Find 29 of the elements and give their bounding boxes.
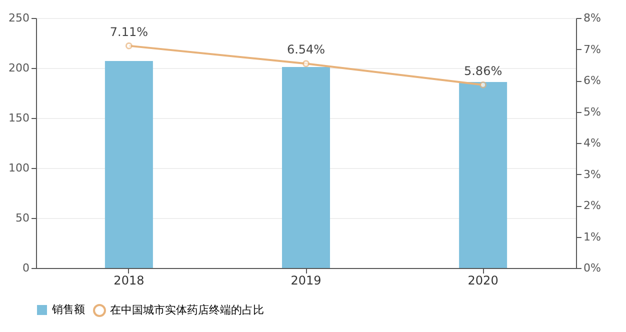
x-tick-label: 2018 bbox=[114, 274, 144, 288]
y2-tick-label: 8% bbox=[584, 12, 601, 24]
y2-tick-label: 0% bbox=[584, 262, 601, 274]
legend-label: 在中国城市实体药店终端的占比 bbox=[110, 304, 264, 316]
point bbox=[125, 42, 132, 50]
y-tick-label: 250 bbox=[8, 12, 30, 24]
y-tick-label: 100 bbox=[8, 162, 30, 174]
bar bbox=[459, 82, 508, 268]
x-tick-label: 2020 bbox=[468, 274, 498, 288]
y-tick-label: 200 bbox=[8, 62, 30, 74]
point bbox=[480, 81, 487, 88]
data-label: 6.54% bbox=[286, 42, 326, 57]
y2-tick-label: 3% bbox=[584, 168, 601, 181]
y2-tick-label: 1% bbox=[584, 230, 601, 244]
legend-label: 销售额 bbox=[51, 303, 85, 316]
y2-tick-label: 6% bbox=[584, 74, 601, 87]
y2-tick-label: 5% bbox=[584, 105, 601, 118]
y2-tick-label: 4% bbox=[584, 136, 601, 150]
bar bbox=[104, 61, 153, 268]
y-tick-label: 150 bbox=[8, 112, 30, 124]
bar bbox=[282, 67, 330, 268]
point bbox=[302, 60, 310, 68]
x-tick-label: 2019 bbox=[290, 274, 322, 288]
y-tick-label: 0 bbox=[22, 262, 30, 274]
y2-tick-label: 2% bbox=[584, 199, 601, 212]
y-tick-label: 50 bbox=[16, 212, 30, 224]
data-label: 5.86% bbox=[464, 64, 502, 78]
data-label: 7.11% bbox=[110, 24, 148, 39]
y2-tick-label: 7% bbox=[584, 42, 601, 56]
